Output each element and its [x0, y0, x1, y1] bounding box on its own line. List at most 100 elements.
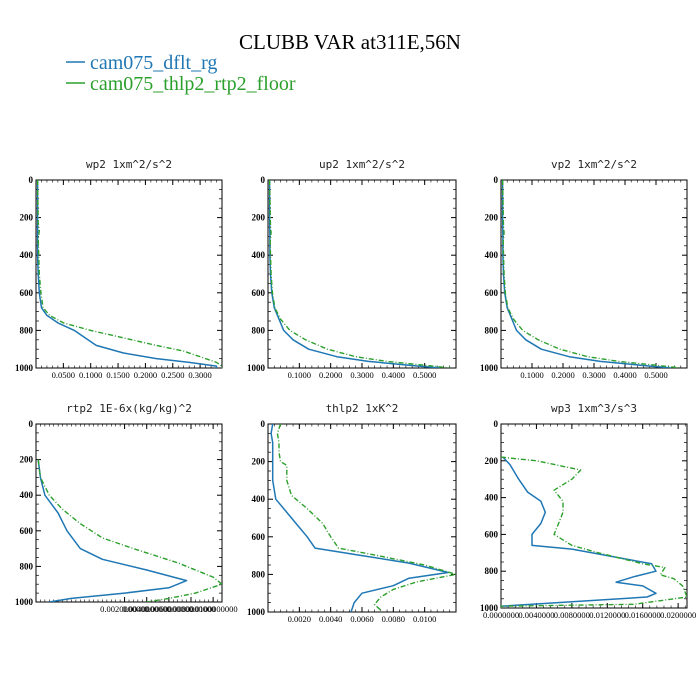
panel-4: rtp2 1E-6x(kg/kg)^2 0 200 400 600 800 1000 0.00…	[15, 402, 238, 614]
x-tick-label: 0.0060000000	[144, 604, 193, 614]
series-line-dflt-rg	[501, 456, 657, 608]
series-line-dflt-rg	[501, 180, 672, 368]
y-tick-label: 400	[485, 493, 499, 503]
y-tick-label: 0	[494, 419, 499, 429]
panel-title: rtp2 1E-6x(kg/kg)^2	[66, 402, 192, 415]
panel-title: vp2 1xm^2/s^2	[551, 158, 637, 171]
y-tick-label: 400	[252, 494, 266, 504]
y-tick-label: 600	[252, 288, 266, 298]
y-tick-label: 800	[252, 569, 266, 579]
y-tick-label: 600	[485, 529, 499, 539]
plot-frame	[35, 423, 223, 603]
y-tick-label: 800	[485, 325, 499, 335]
panel-3: vp2 1xm^2/s^2 0 200 400 600 800 1000 0.1000 0.20…	[480, 158, 688, 380]
y-tick-label: 200	[252, 457, 266, 467]
plot-frame	[500, 179, 688, 369]
x-tick-label: 0.0100000000	[189, 604, 238, 614]
y-tick-label: 200	[20, 213, 34, 223]
x-tick-label: 0.0020000000	[100, 604, 149, 614]
x-tick-label: 0.1500	[106, 370, 129, 380]
series-line-dflt-rg	[270, 424, 449, 612]
y-tick-label: 400	[252, 250, 266, 260]
series-line-dflt-rg	[268, 180, 441, 368]
y-tick-label: 600	[20, 288, 34, 298]
x-tick-label: 0.5000	[644, 370, 667, 380]
panel-title: wp3 1xm^3/s^3	[551, 402, 637, 415]
series-line-dflt-rg	[37, 459, 188, 602]
legend: cam075_dflt_rg cam075_thlp2_rtp2_floor	[66, 52, 296, 95]
x-tick-label: 0.0200000	[660, 610, 696, 620]
x-tick-label: 0.1000	[288, 370, 311, 380]
x-tick-label: 0.0500	[52, 370, 75, 380]
plot-frame	[267, 423, 457, 613]
panel-title: up2 1xm^2/s^2	[319, 158, 405, 171]
x-tick-label: 0.0080000	[554, 610, 590, 620]
legend-label-1: cam075_dflt_rg	[90, 52, 217, 74]
x-tick-label: 0.0020	[288, 614, 311, 624]
panel-title: thlp2 1xK^2	[326, 402, 399, 415]
x-tick-label: 0.1000	[79, 370, 102, 380]
y-tick-label: 0	[261, 175, 266, 185]
y-tick-label: 1000	[15, 363, 34, 373]
x-tick-label: 0.0040000	[518, 610, 554, 620]
x-tick-label: 0.2500	[161, 370, 184, 380]
y-tick-label: 1000	[480, 363, 499, 373]
x-tick-label: 0.1000	[520, 370, 543, 380]
x-tick-label: 0.0000000	[483, 610, 519, 620]
y-tick-label: 800	[20, 561, 34, 571]
plot-frame	[500, 423, 688, 609]
series-line-thlp2-rtp2-floor	[268, 180, 450, 368]
y-tick-label: 800	[20, 325, 34, 335]
x-tick-label: 0.0060	[350, 614, 373, 624]
y-tick-label: 0	[29, 175, 34, 185]
y-tick-label: 400	[485, 250, 499, 260]
series-line-dflt-rg	[36, 180, 218, 368]
y-tick-label: 600	[252, 532, 266, 542]
figure-title: CLUBB VAR at311E,56N	[239, 30, 461, 54]
plot-frame	[267, 179, 457, 369]
panel-title: wp2 1xm^2/s^2	[86, 158, 172, 171]
x-tick-label: 0.0120000	[589, 610, 625, 620]
x-tick-label: 0.0080	[382, 614, 405, 624]
y-tick-label: 400	[20, 250, 34, 260]
x-tick-label: 0.0100	[413, 614, 436, 624]
panel-1: wp2 1xm^2/s^2 0 200 400 600 800 1000 0.0500 0.10…	[15, 158, 223, 380]
y-tick-label: 200	[252, 213, 266, 223]
x-tick-label: 0.5000	[413, 370, 436, 380]
series-line-thlp2-rtp2-floor	[501, 180, 681, 368]
y-tick-label: 200	[20, 455, 34, 465]
panel-5: thlp2 1xK^2 0 200 400 600 800 1000 0.0020 0.0040…	[247, 402, 457, 624]
y-tick-label: 1000	[15, 597, 34, 607]
series-line-thlp2-rtp2-floor	[501, 456, 687, 608]
x-tick-label: 0.0040	[319, 614, 342, 624]
y-tick-label: 200	[485, 456, 499, 466]
y-tick-label: 200	[485, 213, 499, 223]
y-tick-label: 0	[261, 419, 266, 429]
y-tick-label: 400	[20, 490, 34, 500]
y-tick-label: 0	[494, 175, 499, 185]
panel-2: up2 1xm^2/s^2 0 200 400 600 800 1000 0.1000 0.20…	[247, 158, 457, 380]
x-tick-label: 0.0040000000	[122, 604, 171, 614]
x-tick-label: 0.4000	[613, 370, 636, 380]
panels: wp2 1xm^2/s^2 0 200 400 600 800 1000 0.0500 0.10…	[15, 158, 696, 624]
y-tick-label: 1000	[480, 603, 499, 613]
x-tick-label: 0.2000	[551, 370, 574, 380]
y-tick-label: 0	[29, 419, 34, 429]
y-tick-label: 800	[252, 325, 266, 335]
x-tick-label: 0.2000	[319, 370, 342, 380]
x-tick-label: 0.0160000	[625, 610, 661, 620]
y-tick-label: 600	[20, 526, 34, 536]
x-tick-label: 0.0080000000	[167, 604, 216, 614]
y-tick-label: 1000	[247, 607, 266, 617]
y-tick-label: 600	[485, 288, 499, 298]
x-tick-label: 0.3000	[582, 370, 605, 380]
series-line-thlp2-rtp2-floor	[276, 424, 456, 612]
y-tick-label: 800	[485, 566, 499, 576]
x-tick-label: 0.3000	[188, 370, 211, 380]
series-line-thlp2-rtp2-floor	[36, 180, 222, 368]
legend-label-2: cam075_thlp2_rtp2_floor	[90, 73, 296, 95]
x-tick-label: 0.2000	[134, 370, 157, 380]
x-tick-label: 0.3000	[350, 370, 373, 380]
